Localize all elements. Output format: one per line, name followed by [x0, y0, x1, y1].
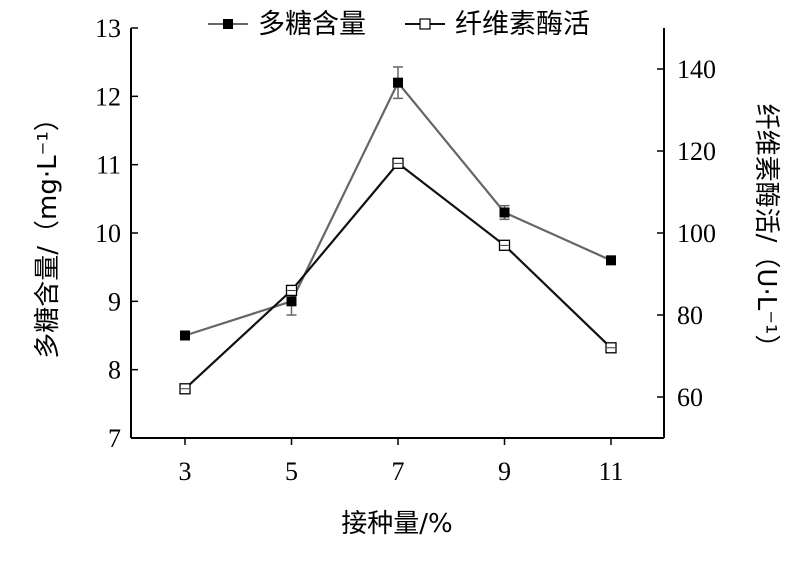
- x-tick-label: 3: [179, 457, 192, 486]
- right-tick-label: 140: [677, 55, 716, 84]
- left-tick-label: 7: [108, 424, 121, 453]
- left-tick-label: 10: [95, 219, 121, 248]
- right-tick-label: 80: [677, 301, 703, 330]
- data-point: [180, 330, 190, 341]
- x-tick-label: 11: [598, 457, 623, 486]
- legend: 多糖含量 纤维素酶活: [208, 9, 590, 40]
- right-tick-label: 100: [677, 219, 716, 248]
- data-point: [393, 77, 403, 88]
- data-point: [606, 255, 616, 266]
- left-tick-label: 8: [108, 356, 121, 385]
- series-line-0: [184, 80, 612, 337]
- x-axis-title: 接种量/%: [341, 509, 452, 539]
- left-axis-title: 多糖含量/（mg·L⁻¹）: [33, 105, 63, 359]
- x-tick-label: 9: [498, 457, 511, 486]
- series-line-1: [184, 161, 612, 390]
- legend-label-cellulase: 纤维素酶活: [455, 9, 590, 40]
- right-axis-title: 纤维素酶活/（U·L⁻¹）: [751, 104, 781, 361]
- data-point: [499, 207, 510, 218]
- left-tick-label: 11: [96, 151, 121, 180]
- right-tick-label: 60: [677, 383, 703, 412]
- x-tick-label: 5: [285, 457, 298, 486]
- left-tick-label: 9: [108, 287, 121, 316]
- x-tick-label: 7: [392, 457, 405, 486]
- legend-label-polysaccharide: 多糖含量: [258, 9, 366, 40]
- series-layer: [179, 66, 617, 395]
- right-tick-label: 120: [677, 137, 716, 166]
- data-point: [286, 296, 297, 307]
- legend-marker-cellulase: [419, 18, 431, 30]
- left-tick-label: 12: [95, 82, 121, 111]
- legend-marker-polysaccharide: [223, 19, 233, 29]
- left-tick-label: 13: [95, 14, 121, 43]
- ticks: 7 8 9 10 11 12 13 60 80 100 120 140 3 5 7 9 11: [95, 14, 716, 486]
